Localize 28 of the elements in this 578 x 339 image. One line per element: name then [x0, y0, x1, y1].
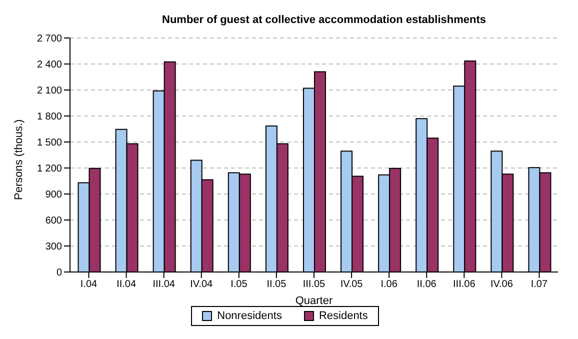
x-tick-label: I.05: [230, 279, 248, 290]
y-tick-label: 900: [45, 190, 62, 201]
y-tick-label: 600: [45, 216, 62, 227]
x-tick-label: I.07: [530, 279, 548, 290]
y-tick-label: 2 100: [36, 86, 62, 97]
y-tick-label: 1 500: [36, 138, 62, 149]
x-tick-label: III.06: [453, 279, 476, 290]
y-tick-label: 1 200: [36, 164, 62, 175]
x-tick-label: IV.06: [490, 279, 514, 290]
x-tick-label: I.04: [80, 279, 98, 290]
x-tick-label: I.06: [380, 279, 398, 290]
legend-label: Residents: [318, 310, 368, 322]
x-tick-label: IV.05: [340, 279, 364, 290]
x-tick-label: IV.04: [190, 279, 214, 290]
y-tick-label: 0: [56, 268, 62, 279]
y-tick-label: 2 400: [36, 60, 62, 71]
y-tick-label: 2 700: [36, 34, 62, 45]
y-axis-title: Persons (thous.): [12, 119, 25, 200]
chart-title: Number of guest at collective accommodation establishments: [161, 13, 487, 26]
legend-label: Nonresidents: [216, 310, 282, 322]
y-tick-label: 1 800: [36, 112, 62, 123]
x-axis-title: Quarter: [295, 295, 333, 307]
x-tick-label: III.05: [302, 279, 326, 290]
x-tick-label: II.04: [116, 279, 136, 290]
y-tick-label: 300: [45, 242, 62, 253]
x-tick-label: II.06: [416, 279, 437, 290]
x-tick-label: II.05: [266, 279, 287, 290]
x-tick-label: III.04: [152, 279, 176, 290]
